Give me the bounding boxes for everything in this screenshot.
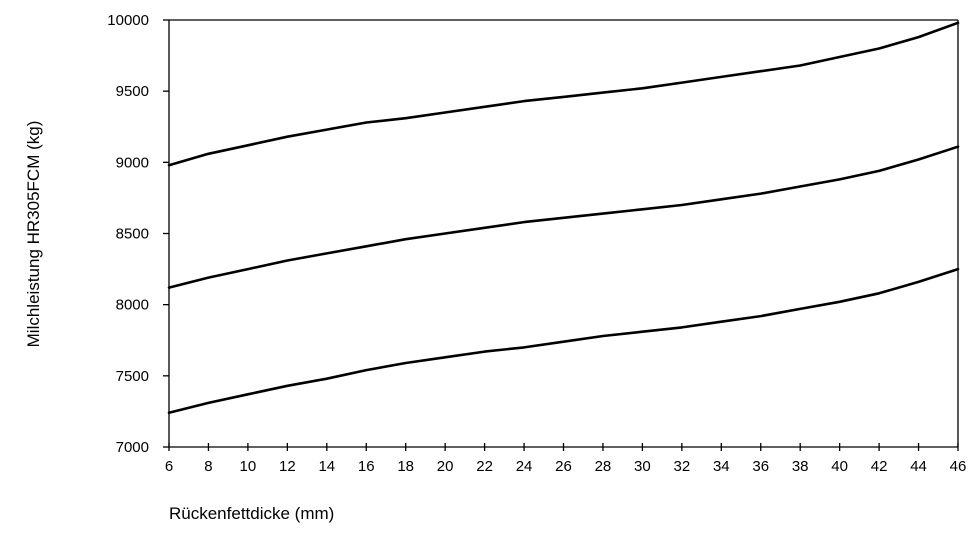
x-tick-label: 46 [950,458,967,475]
y-tick-label: 8500 [116,226,149,243]
y-tick-label: 7000 [116,439,149,456]
y-axis-title: Milchleistung HR305FCM (kg) [24,121,43,348]
x-tick-label: 8 [204,458,212,475]
y-tick-label: 9500 [116,83,149,100]
axes [168,19,959,448]
x-tick-label: 26 [555,458,572,475]
x-tick-group: 6 8 10 12 14 16 18 20 22 24 26 28 30 32 34 36 38 40 42 44 46 [165,443,967,475]
x-tick-label: 18 [397,458,414,475]
x-tick-label: 28 [595,458,612,475]
x-axis-title: Rückenfettdicke (mm) [169,504,334,523]
y-tick-group: 7000 7500 8000 8500 9000 9500 10000 [107,12,169,456]
y-tick-label: 7500 [116,368,149,385]
y-tick-label: 10000 [107,12,149,29]
x-tick-label: 20 [437,458,454,475]
x-tick-label: 16 [358,458,375,475]
x-tick-label: 14 [318,458,335,475]
series-group [167,21,960,415]
x-tick-label: 44 [910,458,927,475]
x-tick-label: 36 [752,458,769,475]
x-tick-label: 30 [634,458,651,475]
series-line-2 [167,145,960,289]
x-tick-label: 38 [792,458,809,475]
series-line-1 [167,21,960,167]
x-tick-label: 12 [279,458,296,475]
x-tick-label: 32 [674,458,691,475]
x-tick-label: 34 [713,458,730,475]
x-tick-label: 24 [516,458,533,475]
x-tick-label: 40 [831,458,848,475]
x-tick-label: 42 [871,458,888,475]
y-tick-label: 9000 [116,154,149,171]
y-tick-label: 8000 [116,297,149,314]
x-tick-label: 22 [476,458,493,475]
x-tick-label: 10 [240,458,257,475]
x-tick-label: 6 [165,458,173,475]
series-line-3 [167,267,960,415]
